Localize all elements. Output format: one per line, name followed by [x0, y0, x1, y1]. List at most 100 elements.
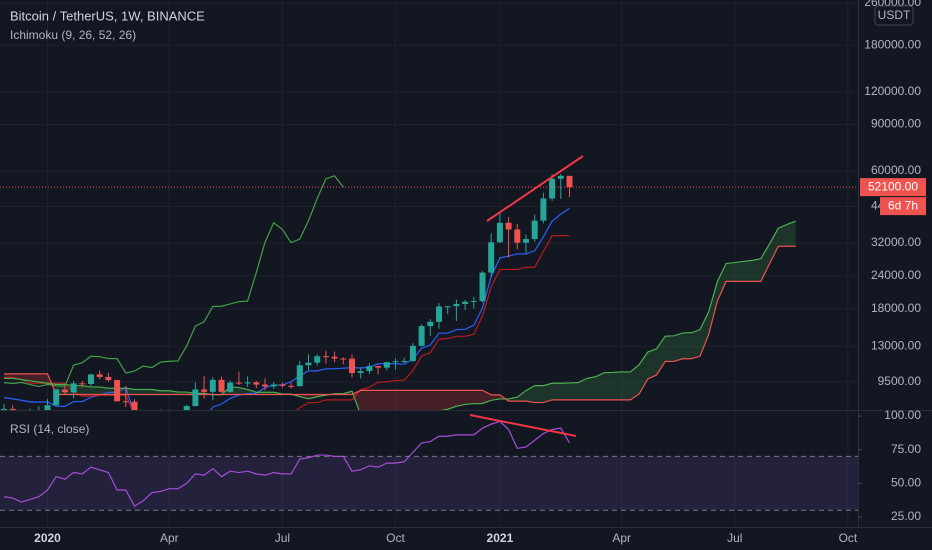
candle-body [514, 229, 521, 243]
candle-body [218, 379, 225, 392]
candle-body [392, 361, 399, 363]
candle-body [566, 175, 573, 188]
candle-body [314, 356, 321, 363]
cloud-fill [386, 390, 396, 410]
candle-body [70, 383, 77, 393]
candle-body [540, 198, 547, 221]
candle-body [244, 382, 251, 384]
cloud-fill [482, 390, 492, 404]
cloud-fill [778, 224, 787, 247]
cloud-fill [473, 390, 483, 404]
main-pane [0, 174, 858, 410]
cloud-fill [21, 373, 31, 381]
cloud-fill [586, 376, 596, 400]
cloud-fill [360, 390, 370, 410]
cloud-fill [378, 390, 387, 410]
cloud-fill [621, 371, 631, 400]
candle-body [340, 358, 347, 360]
price-tag [860, 178, 926, 197]
candle-body [53, 389, 60, 406]
cloud-fill [421, 390, 431, 410]
candle-body [409, 345, 416, 361]
cloud-fill [613, 371, 622, 400]
cloud-fill [560, 382, 570, 400]
candle-body [453, 303, 460, 307]
currency-badge[interactable] [874, 5, 914, 26]
candle-body [488, 242, 495, 273]
cloud-fill [412, 390, 422, 410]
x-tick-label: 2021 [487, 531, 514, 545]
candle-body [122, 401, 129, 403]
candle-body [79, 383, 86, 385]
cloud-fill [543, 383, 553, 403]
chart-title: Bitcoin / TetherUS, 1W, BINANCE [10, 8, 205, 23]
cloud-fill [552, 383, 561, 400]
cloud-fill [134, 389, 144, 395]
candle-body [227, 382, 234, 392]
candle-body [444, 306, 451, 308]
ichimoku-line [4, 245, 796, 404]
candle-body [383, 362, 390, 368]
y-tick-label: 18000.00 [871, 301, 921, 315]
trend-line [486, 155, 584, 222]
candle-body [322, 356, 329, 358]
candle-body [479, 272, 486, 302]
cloud-fill [569, 382, 579, 400]
y-tick-label: 9500.00 [878, 374, 922, 388]
candle-body [375, 366, 382, 368]
candle-body [44, 405, 51, 410]
ichimoku-line [4, 235, 570, 410]
candle-body [61, 389, 68, 393]
candle-body [1, 408, 7, 410]
cloud-fill [578, 378, 587, 400]
rsi-title: RSI (14, close) [10, 422, 89, 436]
cloud-fill [352, 390, 361, 410]
indicator-title: Ichimoku (9, 26, 52, 26) [10, 28, 136, 42]
cloud-fill [143, 389, 152, 395]
cloud-fill [682, 332, 692, 359]
cloud-fill [743, 260, 753, 282]
candle-body [183, 406, 190, 410]
x-tick-label: 2020 [34, 531, 61, 545]
y-tick-label: 32000.00 [871, 235, 921, 249]
cloud-fill [691, 329, 700, 359]
countdown-tag [880, 197, 926, 216]
candle-body [505, 222, 512, 230]
candle-body [557, 175, 564, 179]
ichimoku-line [4, 220, 796, 410]
cloud-fill [708, 281, 718, 335]
cloud-fill [30, 373, 39, 383]
y-tick-label: 90000.00 [871, 117, 921, 131]
candle-body [262, 384, 268, 387]
candle-body [349, 358, 355, 373]
x-tick-label: Oct [386, 531, 405, 545]
candle-body [436, 306, 442, 322]
candle-body [201, 389, 208, 392]
candle-body [235, 382, 242, 384]
rsi-tick-label: 25.00 [891, 509, 921, 523]
cloud-fill [439, 390, 448, 410]
candle-body [114, 380, 121, 402]
cloud-fill [752, 258, 761, 282]
candle-body [331, 356, 338, 359]
y-tick-label: 180000.00 [864, 37, 921, 51]
cloud-fill [404, 390, 413, 410]
cloud-fill [82, 385, 91, 395]
cloud-fill [717, 263, 727, 301]
cloud-fill [604, 372, 613, 400]
cloud-fill [647, 348, 657, 379]
cloud-fill [465, 390, 474, 405]
candle-body [192, 389, 199, 407]
cloud-fill [787, 221, 796, 247]
y-tick-label: 260000.00 [864, 0, 921, 9]
y-tick-label: 24000.00 [871, 268, 921, 282]
rsi-line [3, 420, 571, 508]
candle-body [131, 401, 138, 410]
candle-body [401, 360, 408, 362]
cloud-fill [760, 243, 770, 282]
y-tick-label: 60000.00 [871, 163, 921, 177]
rsi-pane [0, 420, 858, 511]
candle-body [496, 222, 503, 243]
ichimoku-line [3, 175, 344, 388]
rsi-tick-label: 75.00 [891, 442, 921, 456]
